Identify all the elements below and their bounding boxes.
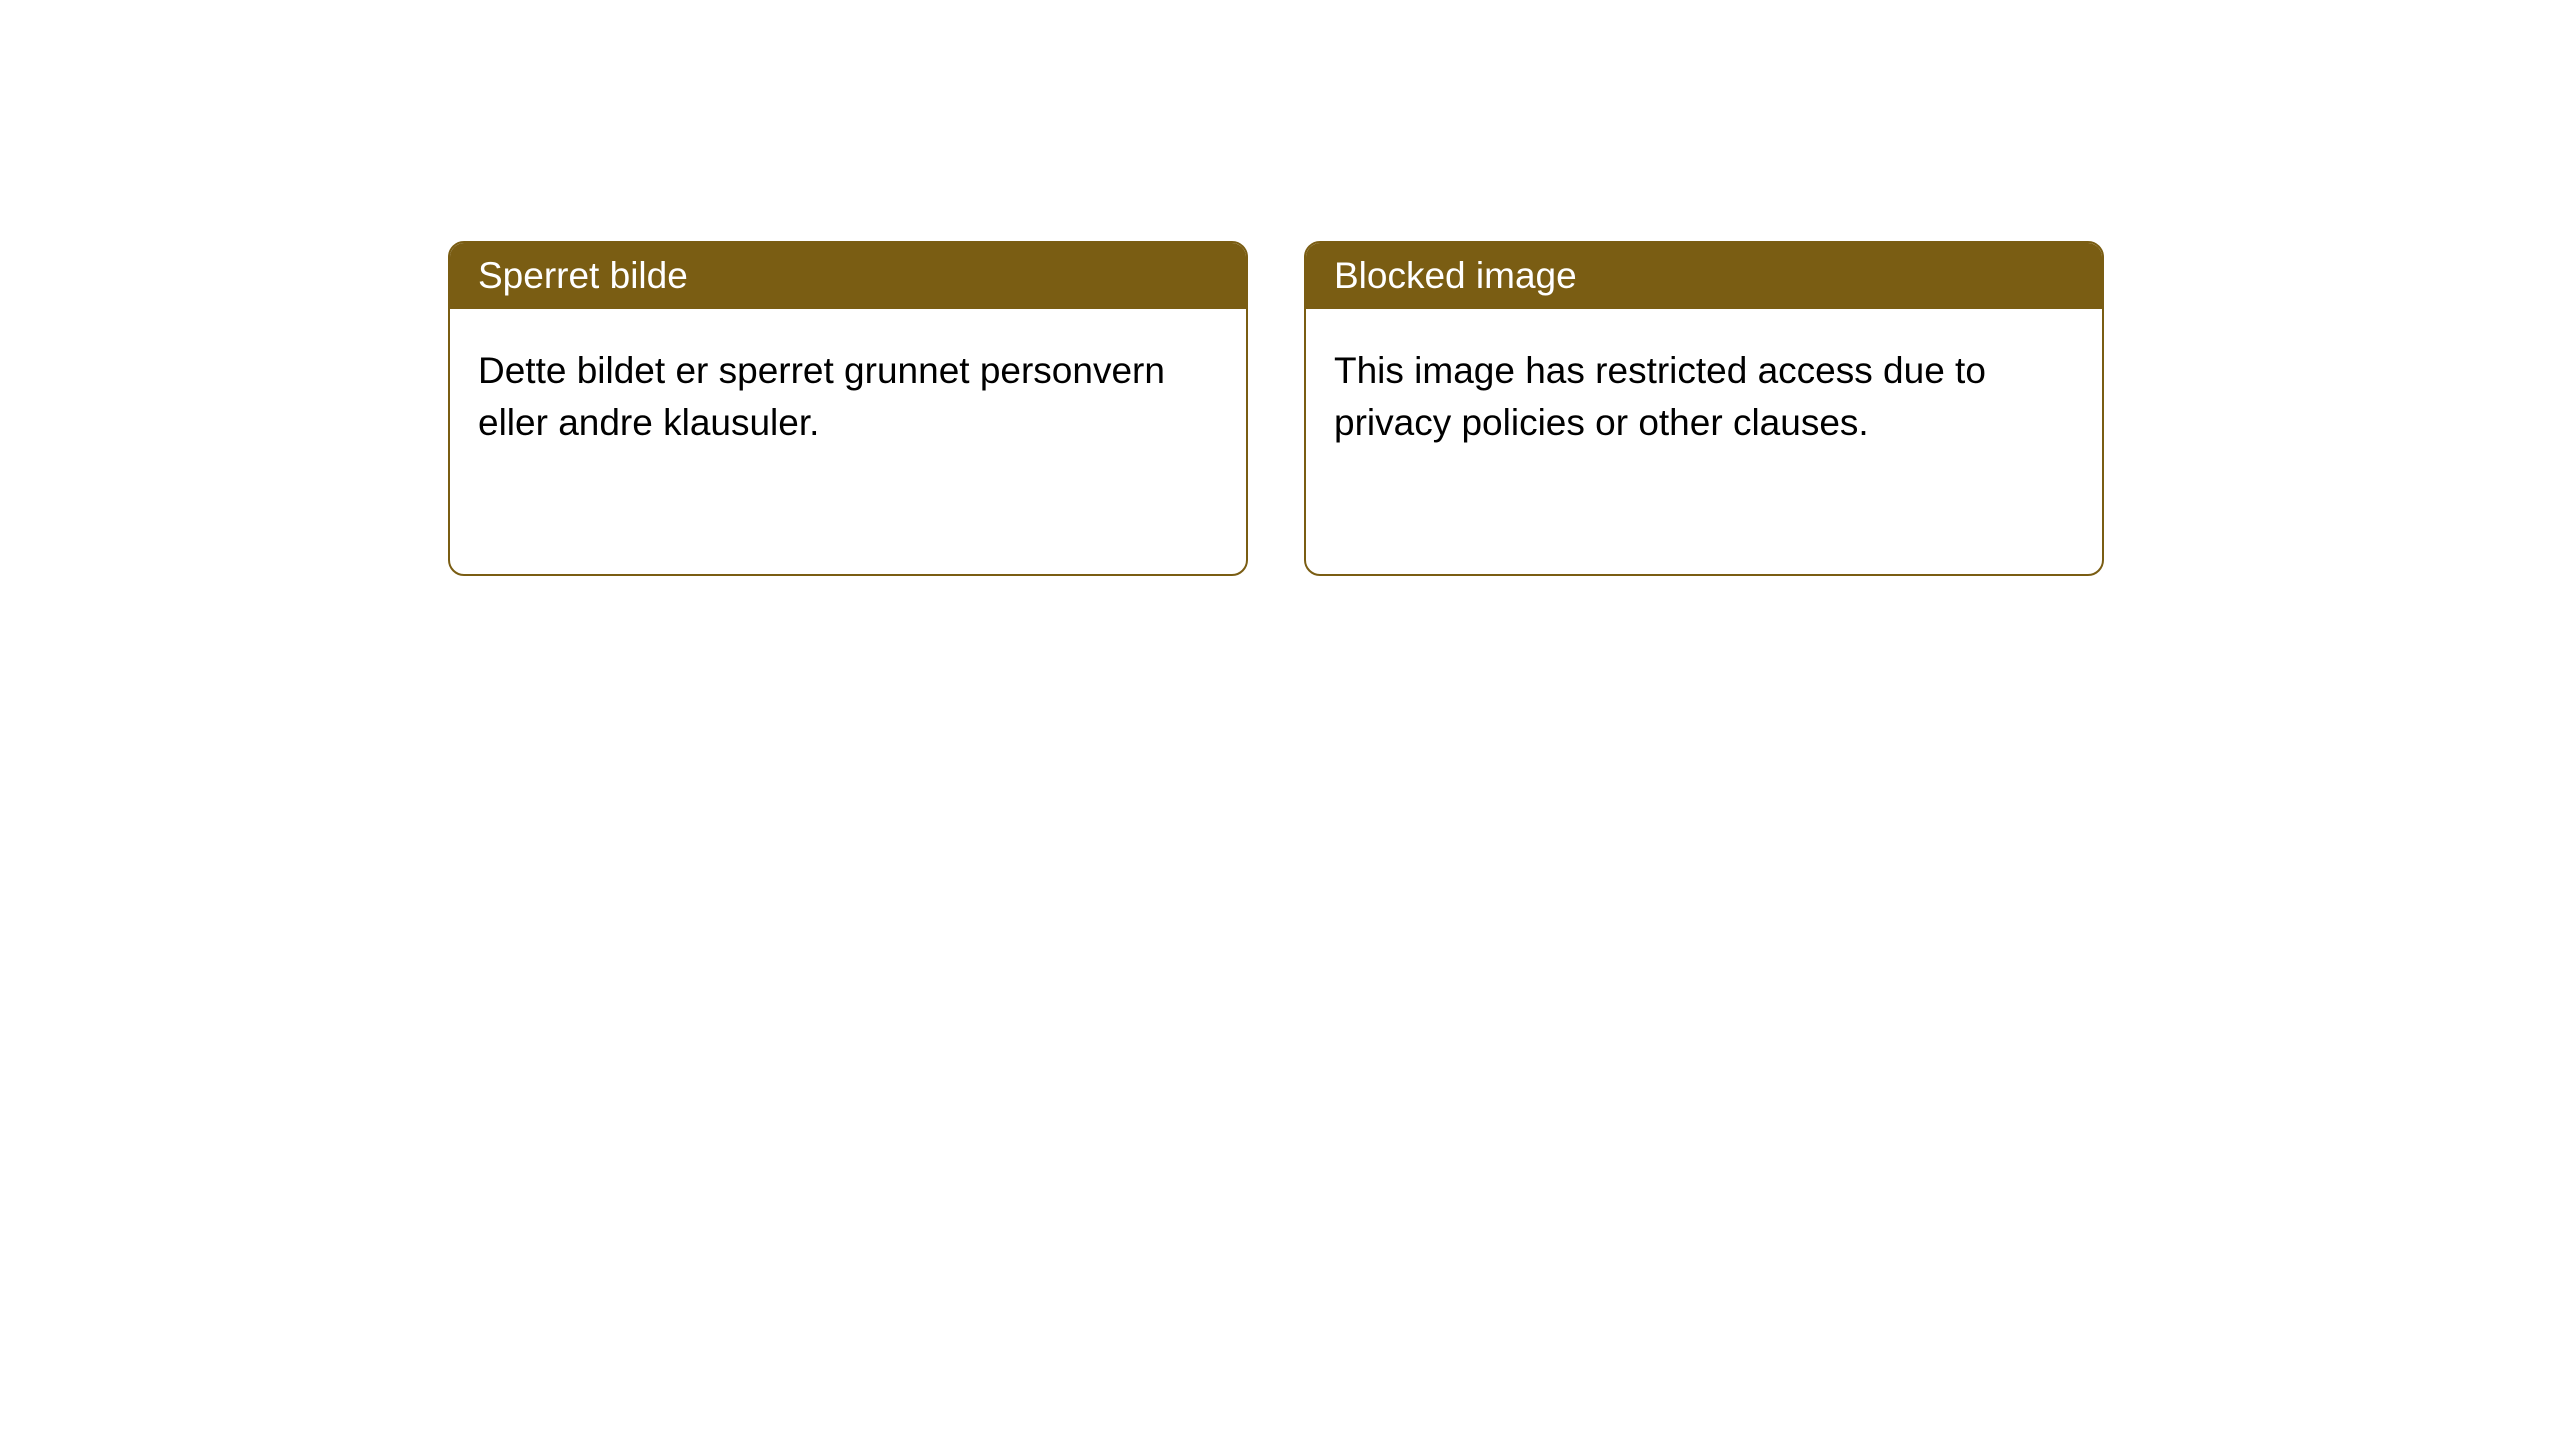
- card-body-norwegian: Dette bildet er sperret grunnet personve…: [450, 309, 1246, 485]
- card-title-norwegian: Sperret bilde: [450, 243, 1246, 309]
- card-title-english: Blocked image: [1306, 243, 2102, 309]
- blocked-image-notices: Sperret bilde Dette bildet er sperret gr…: [448, 241, 2104, 576]
- blocked-image-card-english: Blocked image This image has restricted …: [1304, 241, 2104, 576]
- blocked-image-card-norwegian: Sperret bilde Dette bildet er sperret gr…: [448, 241, 1248, 576]
- card-body-english: This image has restricted access due to …: [1306, 309, 2102, 485]
